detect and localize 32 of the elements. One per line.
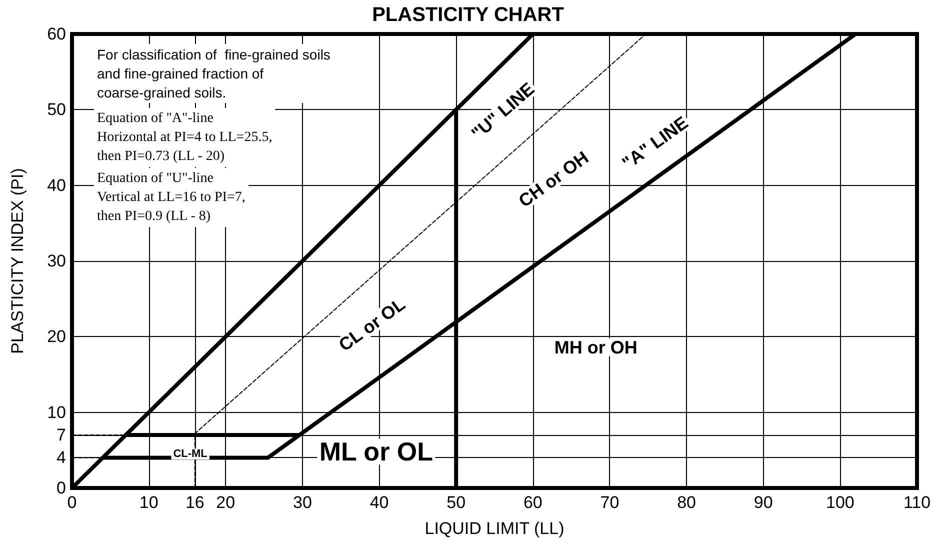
y-tick-label: 10: [47, 402, 66, 422]
y-tick-label: 30: [47, 252, 66, 270]
annotation: ML or OL: [319, 436, 434, 467]
annotation: Equation of "A"-line Horizontal at PI=4 to LL=25.5, then PI=0.73 (LL - 20): [97, 111, 272, 164]
y-tick-label: 20: [47, 327, 66, 346]
y-tick-label: 4: [56, 448, 66, 468]
y-tick-label: 0: [56, 478, 66, 498]
annotation: CL or OL: [335, 294, 409, 356]
x-tick-label: 20: [216, 493, 236, 512]
y-tick-label: 60: [47, 24, 66, 44]
x-tick-label: 80: [677, 493, 696, 512]
x-tick-label: 50: [446, 493, 466, 512]
x-tick-label: 40: [370, 493, 389, 512]
x-tick-label: 16: [185, 493, 204, 512]
annotation: CH or OH: [515, 147, 592, 212]
annotation: For classification of fine-grained soils and fine-grained fraction of coarse-grained soils.: [97, 46, 330, 100]
y-axis-title: PLASTICITY INDEX (PI): [8, 168, 27, 354]
x-tick-label: 70: [600, 493, 620, 512]
x-tick-label: 90: [754, 493, 773, 512]
x-tick-label: 10: [139, 493, 158, 512]
y-tick-label: 50: [47, 100, 66, 120]
annotation: MH or OH: [554, 337, 638, 358]
y-tick-label: 7: [56, 426, 66, 445]
y-tick-label: 40: [47, 176, 66, 195]
chart-title: PLASTICITY CHART: [372, 4, 564, 26]
x-tick-label: 60: [523, 493, 542, 512]
x-tick-label: 30: [292, 493, 312, 512]
annotation: Equation of "U"-line Vertical at LL=16 to PI=7, then PI=0.9 (LL - 8): [97, 171, 246, 224]
annotation: CL-ML: [173, 448, 208, 460]
x-tick-label: 100: [826, 493, 854, 512]
x-tick-label: 110: [903, 493, 931, 512]
x-axis-title: LIQUID LIMIT (LL): [424, 519, 564, 538]
